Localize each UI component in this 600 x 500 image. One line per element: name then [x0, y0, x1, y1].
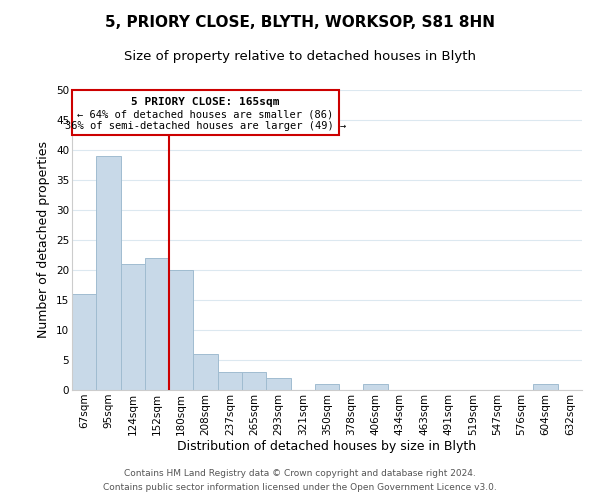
Text: Size of property relative to detached houses in Blyth: Size of property relative to detached ho…	[124, 50, 476, 63]
Bar	[533, 384, 558, 390]
Bar	[242, 372, 266, 390]
X-axis label: Distribution of detached houses by size in Blyth: Distribution of detached houses by size …	[178, 440, 476, 454]
Bar	[218, 372, 242, 390]
Bar	[96, 156, 121, 390]
Bar	[193, 354, 218, 390]
Bar	[169, 270, 193, 390]
FancyBboxPatch shape	[72, 90, 339, 135]
Bar	[121, 264, 145, 390]
Text: 5 PRIORY CLOSE: 165sqm: 5 PRIORY CLOSE: 165sqm	[131, 97, 280, 107]
Text: 5, PRIORY CLOSE, BLYTH, WORKSOP, S81 8HN: 5, PRIORY CLOSE, BLYTH, WORKSOP, S81 8HN	[105, 15, 495, 30]
Bar	[72, 294, 96, 390]
Bar	[145, 258, 169, 390]
Y-axis label: Number of detached properties: Number of detached properties	[37, 142, 50, 338]
Bar	[266, 378, 290, 390]
Text: Contains HM Land Registry data © Crown copyright and database right 2024.: Contains HM Land Registry data © Crown c…	[124, 468, 476, 477]
Bar	[364, 384, 388, 390]
Text: ← 64% of detached houses are smaller (86): ← 64% of detached houses are smaller (86…	[77, 109, 334, 119]
Text: Contains public sector information licensed under the Open Government Licence v3: Contains public sector information licen…	[103, 484, 497, 492]
Text: 36% of semi-detached houses are larger (49) →: 36% of semi-detached houses are larger (…	[65, 121, 346, 131]
Bar	[315, 384, 339, 390]
